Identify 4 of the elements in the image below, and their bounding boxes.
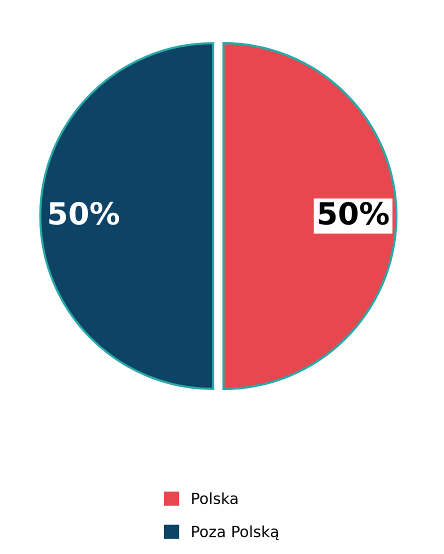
- legend-label: Poza Polską: [192, 525, 279, 540]
- legend-label: Polska: [192, 492, 238, 504]
- data-label: 50%: [49, 202, 120, 225]
- data-label: 50%: [318, 202, 389, 225]
